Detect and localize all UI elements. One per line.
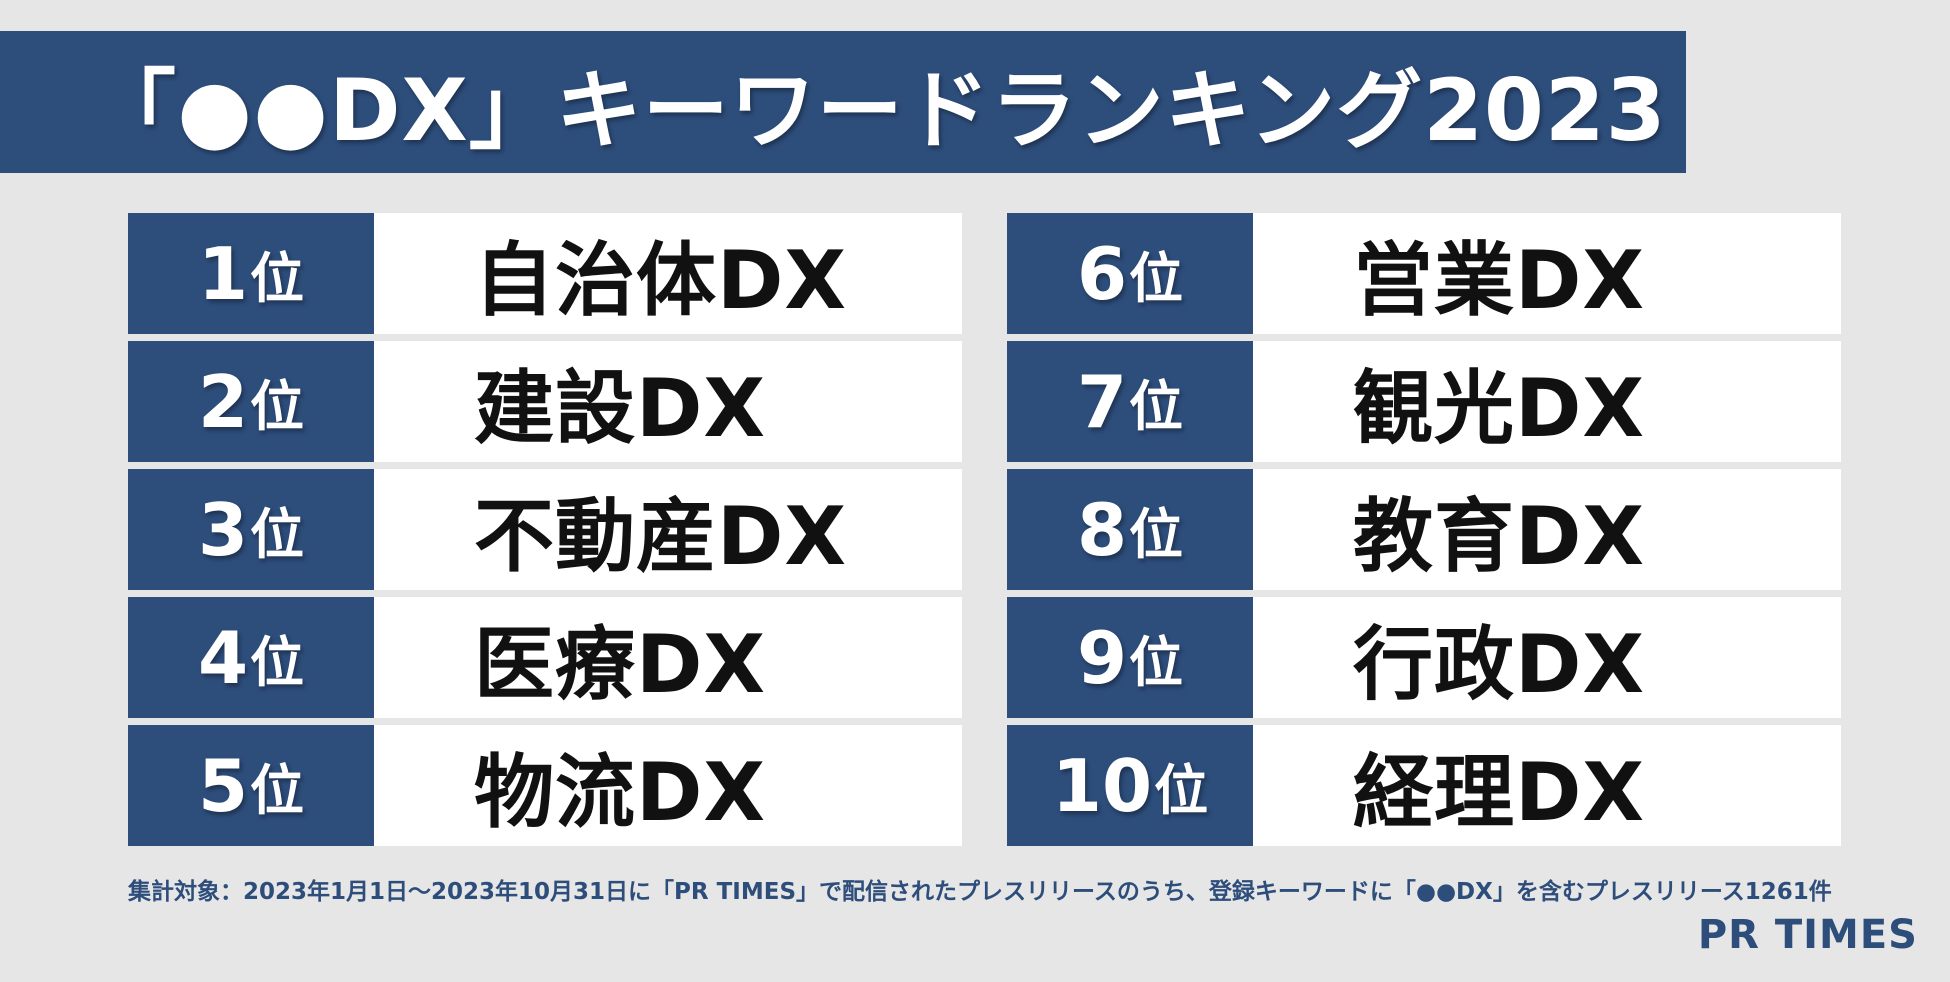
keyword-text: 教育DX	[1353, 489, 1646, 583]
rank-number: 2	[197, 359, 249, 444]
rank-number: 8	[1076, 487, 1128, 572]
keyword-cell: 教育DX	[1253, 469, 1841, 590]
rank-suffix: 位	[250, 375, 305, 438]
keyword-cell: 経理DX	[1253, 725, 1841, 846]
keyword-cell: 行政DX	[1253, 597, 1841, 718]
keyword-cell: 営業DX	[1253, 213, 1841, 334]
rank-suffix: 位	[250, 247, 305, 310]
keyword-text: 自治体DX	[474, 233, 848, 327]
rank-number: 7	[1076, 359, 1128, 444]
rank-number: 5	[197, 743, 249, 828]
footnote: 集計対象：2023年1月1日～2023年10月31日に「PR TIMES」で配信…	[128, 879, 1832, 905]
keyword-cell: 物流DX	[374, 725, 962, 846]
keyword-text: 営業DX	[1353, 233, 1646, 327]
keyword-cell: 観光DX	[1253, 341, 1841, 462]
ranking-row: 10 位 経理DX	[1007, 725, 1841, 846]
keyword-cell: 自治体DX	[374, 213, 962, 334]
rank-suffix: 位	[250, 759, 305, 822]
title-banner: 「●●DX」キーワードランキング2023	[0, 31, 1686, 173]
page-title: 「●●DX」キーワードランキング2023	[90, 60, 1667, 161]
rank-suffix: 位	[1129, 503, 1184, 566]
rank-number: 4	[197, 615, 249, 700]
rank-number: 6	[1076, 231, 1128, 316]
rank-suffix: 位	[250, 503, 305, 566]
rank-number: 3	[197, 487, 249, 572]
rank-suffix: 位	[250, 631, 305, 694]
rank-suffix: 位	[1154, 759, 1209, 822]
keyword-text: 観光DX	[1353, 361, 1646, 455]
keyword-text: 医療DX	[474, 617, 767, 711]
keyword-cell: 建設DX	[374, 341, 962, 462]
keyword-text: 行政DX	[1353, 617, 1646, 711]
pr-times-logo: PR TIMES	[1697, 912, 1918, 958]
rank-suffix: 位	[1129, 247, 1184, 310]
keyword-text: 建設DX	[474, 361, 767, 455]
rank-suffix: 位	[1129, 375, 1184, 438]
keyword-cell: 不動産DX	[374, 469, 962, 590]
rank-cell: 10 位	[1007, 725, 1253, 846]
rank-number: 10	[1051, 743, 1153, 828]
keyword-text: 経理DX	[1353, 745, 1646, 839]
keyword-text: 物流DX	[474, 745, 767, 839]
rank-number: 9	[1076, 615, 1128, 700]
rank-suffix: 位	[1129, 631, 1184, 694]
rank-number: 1	[197, 231, 249, 316]
keyword-text: 不動産DX	[474, 489, 848, 583]
keyword-cell: 医療DX	[374, 597, 962, 718]
